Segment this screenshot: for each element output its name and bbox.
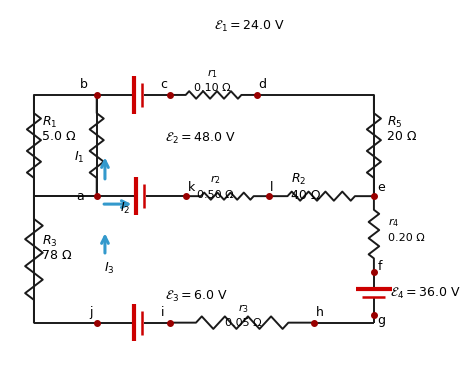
Text: 0.10 Ω: 0.10 Ω <box>194 83 230 94</box>
Text: k: k <box>187 181 194 194</box>
Text: $I_2$: $I_2$ <box>119 200 129 216</box>
Text: $R_1$: $R_1$ <box>41 115 57 130</box>
Text: h: h <box>315 306 323 319</box>
Text: $r_1$: $r_1$ <box>207 67 218 80</box>
Text: 0.20 Ω: 0.20 Ω <box>387 233 424 243</box>
Text: j: j <box>89 306 93 319</box>
Text: c: c <box>159 77 167 91</box>
Text: 78 Ω: 78 Ω <box>41 249 71 262</box>
Text: $I_3$: $I_3$ <box>104 261 115 276</box>
Text: $R_2$: $R_2$ <box>291 172 306 188</box>
Text: $\mathcal{E}_4 = 36.0$ V: $\mathcal{E}_4 = 36.0$ V <box>389 286 459 301</box>
Text: 0.05 Ω: 0.05 Ω <box>225 318 261 328</box>
Text: $\mathcal{E}_1 = 24.0$ V: $\mathcal{E}_1 = 24.0$ V <box>213 19 284 34</box>
Text: 40 Ω: 40 Ω <box>291 189 320 202</box>
Text: g: g <box>377 314 385 327</box>
Text: e: e <box>377 181 385 194</box>
Text: $r_3$: $r_3$ <box>238 302 248 315</box>
Text: $I_1$: $I_1$ <box>74 150 84 165</box>
Text: $R_3$: $R_3$ <box>41 234 57 249</box>
Text: f: f <box>377 260 381 273</box>
Text: $\mathcal{E}_3 = 6.0$ V: $\mathcal{E}_3 = 6.0$ V <box>165 289 228 304</box>
Text: $r_4$: $r_4$ <box>387 216 398 229</box>
Text: $R_5$: $R_5$ <box>386 115 401 130</box>
Text: i: i <box>161 306 164 319</box>
Text: 5.0 Ω: 5.0 Ω <box>41 130 75 143</box>
Text: a: a <box>77 190 84 203</box>
Text: 0.50 Ω: 0.50 Ω <box>197 190 233 200</box>
Text: 20 Ω: 20 Ω <box>386 130 416 143</box>
Text: $\mathcal{E}_2 = 48.0$ V: $\mathcal{E}_2 = 48.0$ V <box>165 131 236 146</box>
Text: d: d <box>258 77 266 91</box>
Text: l: l <box>269 181 273 194</box>
Text: $r_2$: $r_2$ <box>209 173 220 186</box>
Text: b: b <box>79 77 88 91</box>
